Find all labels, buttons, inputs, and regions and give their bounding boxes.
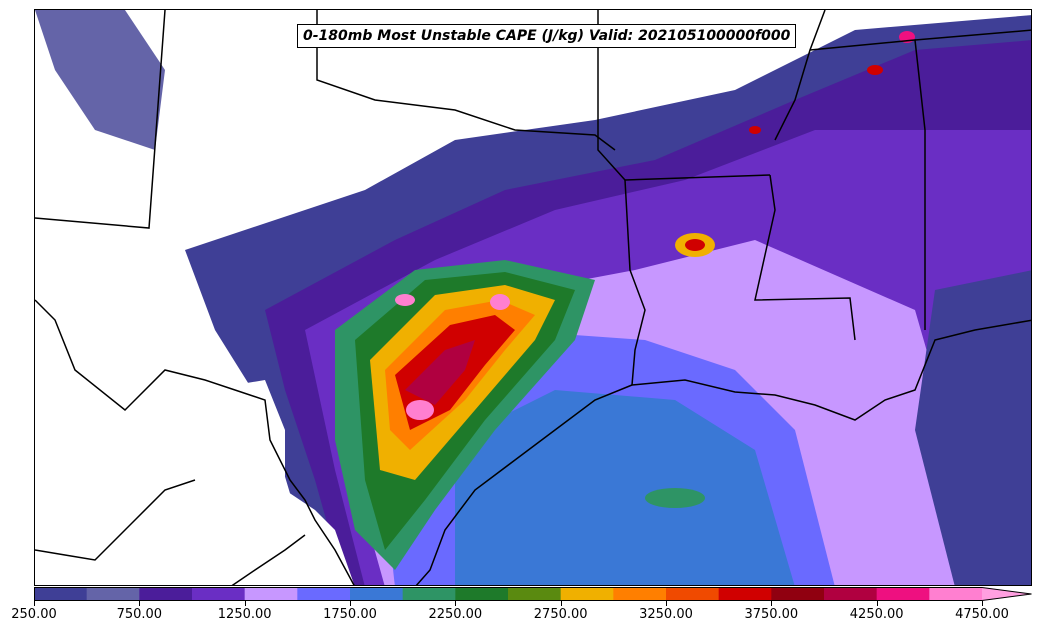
- colorbar-tick: [244, 601, 246, 606]
- cape-band-4750: [395, 294, 415, 306]
- cape-band-3750: [749, 126, 761, 134]
- colorbar-segment: [718, 587, 772, 601]
- colorbar-segment: [876, 587, 930, 601]
- colorbar-segment: [666, 587, 720, 601]
- colorbar-tick: [139, 601, 141, 606]
- state-boundary-ar-la: [624, 174, 771, 181]
- cape-band-4750: [490, 294, 510, 310]
- colorbar-tick-label: 1750.00: [323, 607, 377, 622]
- map-panel: 0-180mb Most Unstable CAPE (J/kg) Valid:…: [34, 9, 1032, 586]
- colorbar-tick-label: 2250.00: [428, 607, 483, 622]
- cape-band-1500: [915, 270, 1031, 585]
- colorbar-segment: [508, 587, 562, 601]
- cape-map: [35, 10, 1031, 585]
- colorbar-segment: [86, 587, 140, 601]
- colorbar-segment: [824, 587, 878, 601]
- state-boundary-ms-la: [754, 174, 856, 341]
- colorbar-tick-label: 750.00: [116, 607, 163, 622]
- cape-band-3750: [867, 65, 883, 75]
- colorbar-tick-label: 1250.00: [217, 607, 272, 622]
- colorbar-tick-label: 3250.00: [639, 607, 693, 622]
- colorbar-segment: [139, 587, 193, 601]
- colorbar-tick: [666, 601, 667, 606]
- colorbar-segment: [192, 587, 246, 601]
- colorbar-segment: [982, 587, 1032, 601]
- boundaries: [35, 10, 1031, 585]
- state-boundary-panhandle: [316, 10, 616, 151]
- colorbar: [34, 587, 1032, 601]
- colorbar-tick: [350, 601, 351, 606]
- colorbar-tick: [455, 601, 457, 606]
- colorbar-segment: [34, 587, 88, 601]
- cape-band-4250: [685, 239, 705, 251]
- cape-band-4750: [406, 400, 434, 420]
- colorbar-tick-label: 3750.00: [744, 607, 799, 622]
- cape-band-2000: [645, 488, 705, 508]
- colorbar-segment: [455, 587, 509, 601]
- colorbar-segment: [613, 587, 667, 601]
- border-mexico: [35, 299, 355, 585]
- colorbar-tick-label: 4250.00: [849, 607, 904, 622]
- colorbar-segment: [771, 587, 825, 601]
- colorbar-segment: [350, 587, 404, 601]
- colorbar-tick: [982, 601, 983, 606]
- colorbar-segment: [297, 587, 351, 601]
- colorbar-segment: [929, 587, 983, 601]
- colorbar-tick: [560, 601, 562, 606]
- state-boundary-al-ga: [914, 29, 1031, 41]
- cape-convective-core: [335, 31, 915, 570]
- colorbar-tick-label: 250.00: [11, 607, 57, 622]
- mexico-state-line: [35, 479, 196, 561]
- state-boundary-ms: [774, 10, 826, 141]
- colorbar-outline: [34, 587, 1032, 601]
- cape-band-500: [35, 10, 165, 150]
- colorbar-segment: [402, 587, 456, 601]
- mexico-state-line-2: [231, 534, 306, 585]
- map-title: 0-180mb Most Unstable CAPE (J/kg) Valid:…: [297, 24, 797, 48]
- cape-band-1750: [455, 390, 795, 585]
- colorbar-tick: [771, 601, 773, 606]
- coastline-texas: [415, 384, 633, 585]
- coastline-gulf: [631, 319, 1031, 421]
- colorbar-tick: [34, 601, 35, 606]
- state-boundary-ar-ok: [597, 10, 626, 181]
- colorbar-tick-label: 4750.00: [955, 607, 1009, 622]
- state-boundary-tx-la: [624, 179, 646, 386]
- colorbar-tick: [876, 601, 878, 606]
- state-boundary-ms-al: [809, 39, 926, 330]
- colorbar-segment: [560, 587, 614, 601]
- no-cape-region: [35, 290, 355, 585]
- state-boundary-texas-oklahoma: [35, 10, 166, 229]
- cape-band-4250: [405, 340, 475, 405]
- colorbar-segment: [244, 587, 298, 601]
- colorbar-tick-label: 2750.00: [533, 607, 588, 622]
